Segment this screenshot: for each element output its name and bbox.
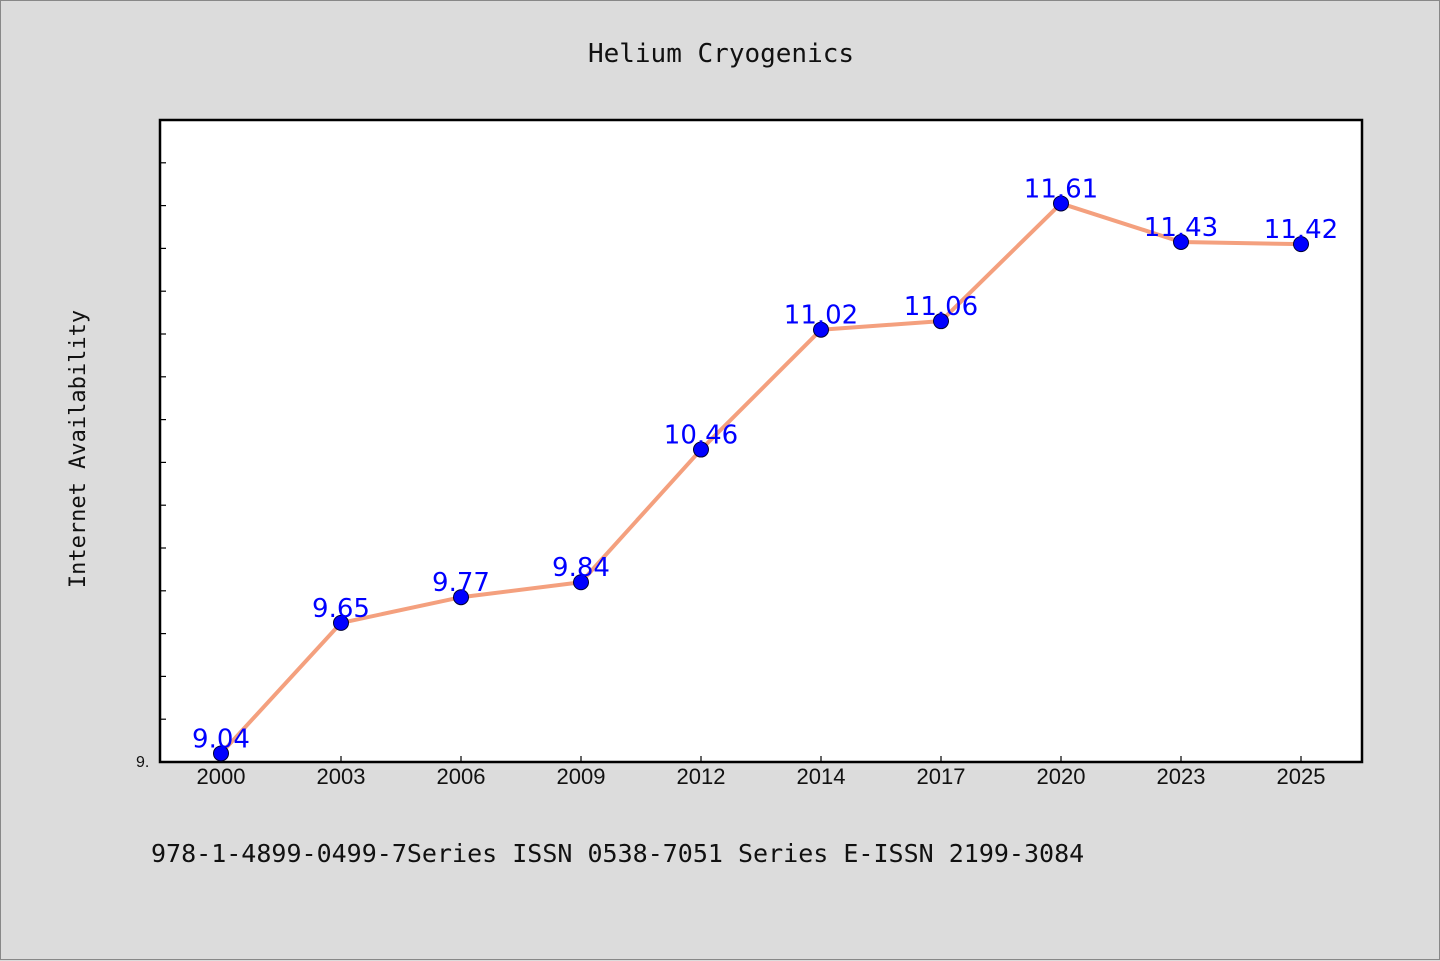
data-label: 10.46 bbox=[664, 421, 738, 451]
x-tick-label: 2025 bbox=[1277, 764, 1326, 789]
y-axis-label: Internet Availability bbox=[66, 310, 91, 588]
data-label: 9.65 bbox=[312, 594, 370, 624]
data-label: 11.02 bbox=[784, 301, 858, 331]
data-label: 11.42 bbox=[1264, 215, 1338, 245]
data-point bbox=[933, 313, 949, 330]
data-point bbox=[573, 574, 589, 591]
data-point bbox=[333, 614, 349, 631]
data-point bbox=[1173, 233, 1189, 250]
x-tick-label: 2006 bbox=[437, 764, 486, 789]
data-label: 11.61 bbox=[1024, 174, 1098, 204]
plot-area bbox=[158, 118, 1364, 764]
data-label: 11.43 bbox=[1144, 213, 1218, 243]
data-point bbox=[693, 441, 709, 458]
y-axis-ticks bbox=[160, 119, 166, 763]
x-tick-label: 2000 bbox=[197, 764, 246, 789]
x-tick-label: 2014 bbox=[797, 764, 846, 789]
x-tick-label: 2012 bbox=[677, 764, 726, 789]
series-line bbox=[219, 201, 1303, 756]
data-label: 9.77 bbox=[432, 568, 490, 598]
x-tick-label: 2017 bbox=[917, 764, 966, 789]
data-point bbox=[1293, 236, 1309, 253]
data-label: 9.84 bbox=[552, 553, 610, 583]
series-layer: 9.04 9.65 9.77 9.84 10.46 11.02 11.06 11.61 11.4… bbox=[192, 174, 1338, 762]
x-tick-label: 2009 bbox=[557, 764, 606, 789]
data-point bbox=[1053, 195, 1069, 212]
data-point bbox=[813, 321, 829, 338]
chart-title: Helium Cryogenics bbox=[588, 39, 854, 69]
y-tick-label: 9. bbox=[136, 754, 149, 771]
data-label: 9.04 bbox=[192, 724, 250, 754]
x-axis-ticks: 2000 2003 2006 2009 2012 2014 2017 2020 2023 2025 bbox=[197, 756, 1326, 789]
x-tick-label: 2023 bbox=[1157, 764, 1206, 789]
data-label: 11.06 bbox=[904, 292, 978, 322]
data-point bbox=[213, 745, 229, 762]
footer-isbn-issn: 978-1-4899-0499-7Series ISSN 0538-7051 S… bbox=[151, 839, 1084, 868]
x-tick-label: 2003 bbox=[317, 764, 366, 789]
x-tick-label: 2020 bbox=[1037, 764, 1086, 789]
data-point bbox=[453, 589, 469, 606]
